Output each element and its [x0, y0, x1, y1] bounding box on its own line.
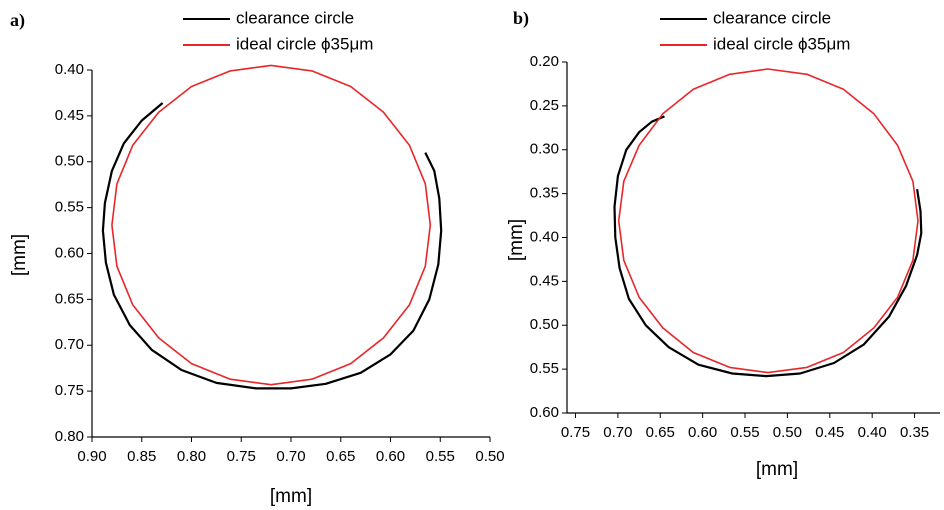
x-tick-label: 0.50 [773, 424, 802, 441]
y-tick-label: 0.70 [55, 336, 84, 353]
x-tick-label: 0.70 [276, 448, 305, 465]
legend-label: clearance circle [236, 8, 354, 27]
y-tick-label: 0.45 [530, 272, 559, 289]
x-tick-label: 0.75 [227, 448, 256, 465]
y-tick-label: 0.50 [530, 316, 559, 333]
y-axis-label: [mm] [9, 234, 30, 276]
panel-title: a) [10, 10, 25, 31]
x-tick-label: 0.75 [561, 424, 590, 441]
panel-title: b) [513, 8, 529, 29]
data-line [111, 64, 432, 386]
x-tick-label: 0.85 [127, 448, 156, 465]
y-tick-label: 0.25 [530, 97, 559, 114]
y-tick-label: 0.65 [55, 290, 84, 307]
data-line [617, 68, 919, 374]
x-tick-label: 0.50 [475, 448, 504, 465]
data-line [101, 102, 443, 390]
y-tick-label: 0.20 [530, 53, 559, 70]
x-tick-label: 0.55 [426, 448, 455, 465]
x-tick-label: 0.80 [177, 448, 206, 465]
y-tick-label: 0.40 [530, 228, 559, 245]
x-tick-label: 0.45 [815, 424, 844, 441]
x-axis-label: [mm] [756, 459, 798, 480]
data-line [613, 115, 923, 378]
x-tick-label: 0.35 [900, 424, 929, 441]
y-tick-label: 0.60 [530, 404, 559, 421]
y-tick-label: 0.80 [55, 428, 84, 445]
x-tick-label: 0.40 [858, 424, 887, 441]
y-tick-label: 0.75 [55, 382, 84, 399]
y-tick-label: 0.55 [530, 360, 559, 377]
legend-label: ideal circle ϕ35μm [713, 34, 850, 53]
x-tick-label: 0.55 [730, 424, 759, 441]
x-tick-label: 0.65 [646, 424, 675, 441]
x-tick-label: 0.60 [376, 448, 405, 465]
x-tick-label: 0.60 [688, 424, 717, 441]
y-tick-label: 0.60 [55, 244, 84, 261]
y-axis-label: [mm] [506, 219, 527, 261]
legend-label: clearance circle [713, 8, 831, 27]
y-tick-label: 0.45 [55, 107, 84, 124]
y-tick-label: 0.40 [55, 61, 84, 78]
x-tick-label: 0.65 [326, 448, 355, 465]
y-tick-label: 0.55 [55, 199, 84, 216]
y-tick-label: 0.35 [530, 185, 559, 202]
x-tick-label: 0.90 [77, 448, 106, 465]
y-tick-label: 0.30 [530, 141, 559, 158]
x-tick-label: 0.70 [603, 424, 632, 441]
y-tick-label: 0.50 [55, 153, 84, 170]
legend-label: ideal circle ϕ35μm [236, 34, 373, 53]
x-axis-label: [mm] [270, 486, 312, 507]
